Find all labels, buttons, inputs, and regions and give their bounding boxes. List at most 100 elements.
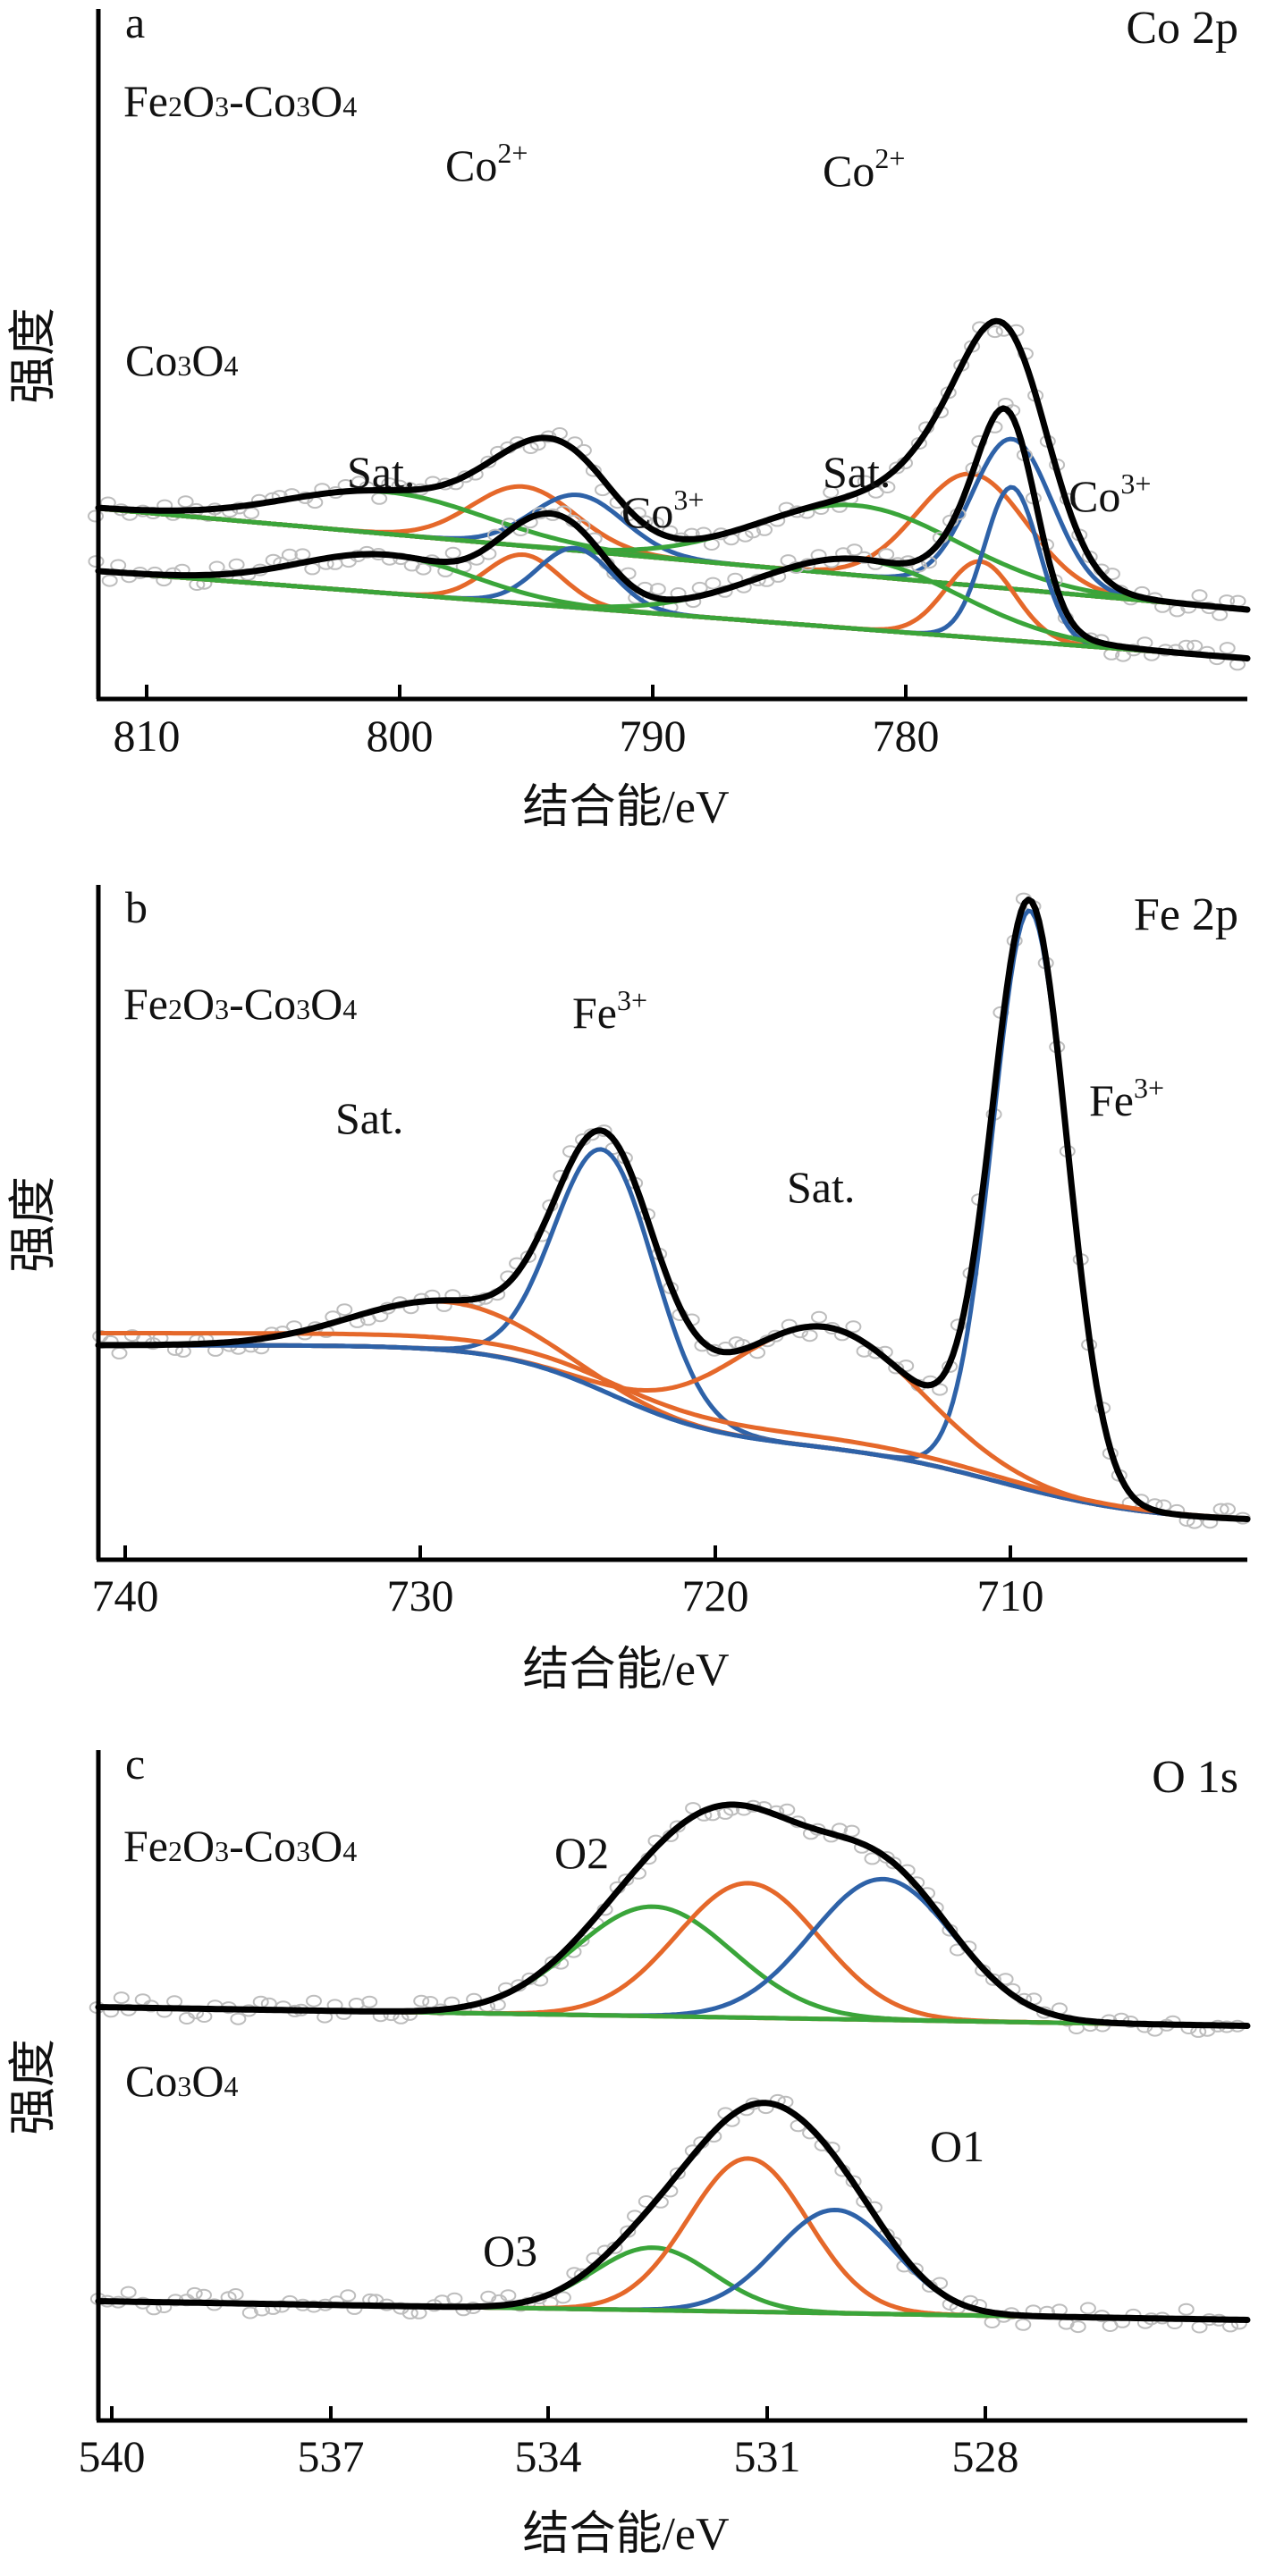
sample-label-fe2o3-co3o4-c: Fe2O3-Co3O4 [123, 1821, 357, 1871]
raw-point [756, 523, 773, 536]
sample-label-fe2o3-co3o4-b: Fe2O3-Co3O4 [123, 979, 357, 1029]
raw-point [779, 1803, 796, 1816]
raw-point [243, 507, 260, 520]
tick-label-810: 810 [114, 711, 181, 761]
component-orange-c-fe2o3-co3o4-1 [96, 1881, 1250, 2028]
raw-point [120, 2286, 137, 2299]
raw-point [304, 562, 321, 576]
raw-points-c-co3o4 [89, 2093, 1247, 2334]
annotation-co2plus-right: Co2+ [823, 142, 905, 196]
annotation-co3plus-right: Co3+ [1069, 467, 1151, 521]
tick-label-534: 534 [515, 2431, 582, 2481]
plot-area-b [92, 892, 1251, 1529]
annotation-sat-left-a: Sat. [347, 447, 415, 497]
tick-label-537: 537 [298, 2431, 365, 2481]
panel-letter-b: b [125, 882, 148, 932]
raw-point [253, 1342, 270, 1355]
raw-point [1212, 608, 1229, 621]
envelope-c-co3o4 [95, 2100, 1251, 2323]
panel-title-a: Co 2p [1126, 3, 1238, 54]
y-axis-label-c: 强度 [6, 2039, 60, 2135]
raw-point [196, 2010, 213, 2023]
envelope-b-fe2o3-co3o4 [95, 897, 1251, 1522]
panel-letter-a: a [125, 0, 145, 47]
raw-point [1219, 642, 1236, 655]
annotation-o1: O1 [930, 2121, 984, 2171]
x-ticks-b: 740 730 720 710 [92, 1545, 1044, 1621]
raw-point [1191, 589, 1208, 602]
raw-point [888, 1361, 905, 1375]
tick-label-800: 800 [367, 711, 434, 761]
raw-point [1212, 1503, 1229, 1516]
tick-label-780: 780 [873, 711, 940, 761]
panel-a-co2p: 810 800 790 780 结合能/eV 强度 a Co 2p Fe2O3-… [6, 0, 1251, 833]
y-axis-label-b: 强度 [6, 1176, 60, 1273]
raw-point [997, 1973, 1014, 1986]
annotation-co3plus-left: Co3+ [621, 484, 704, 537]
annotation-o3: O3 [483, 2226, 537, 2276]
baseline-green-a-co3o4 [96, 568, 1250, 661]
raw-point [228, 558, 245, 571]
annotation-fe3plus-left: Fe3+ [572, 984, 647, 1038]
raw-point [705, 577, 722, 590]
raw-point [879, 481, 896, 493]
raw-point [932, 1383, 949, 1396]
raw-point [230, 2012, 247, 2025]
raw-point [845, 1320, 862, 1334]
raw-point [500, 2289, 517, 2302]
annotation-fe3plus-right: Fe3+ [1089, 1072, 1164, 1125]
panel-title-b: Fe 2p [1134, 889, 1238, 940]
panel-b-fe2p: 740 730 720 710 结合能/eV 强度 b Fe 2p Fe2O3-… [6, 882, 1251, 1696]
raw-point [823, 485, 840, 499]
raw-point [1079, 2302, 1096, 2315]
sample-label-fe2o3-co3o4-a: Fe2O3-Co3O4 [123, 76, 357, 126]
plot-area-c [89, 1799, 1251, 2334]
raw-point [88, 509, 104, 523]
panel-c-o1s: 540 537 534 531 528 结合能/eV 强度 c O 1s Fe2… [6, 1738, 1251, 2560]
raw-point [241, 2306, 258, 2319]
raw-point [340, 2289, 357, 2302]
tick-label-540: 540 [79, 2431, 146, 2481]
raw-point [649, 583, 666, 596]
raw-point [669, 1820, 686, 1833]
panel-title-c: O 1s [1152, 1752, 1238, 1803]
sample-label-co3o4-a: Co3O4 [125, 335, 238, 385]
raw-point [348, 1998, 365, 2010]
raw-point [554, 2291, 571, 2304]
tick-label-740: 740 [92, 1570, 159, 1621]
envelope-a-fe2o3-co3o4 [95, 317, 1251, 613]
raw-point [281, 548, 298, 561]
tick-label-710: 710 [977, 1570, 1044, 1621]
x-axis-label-a: 结合能/eV [522, 782, 729, 833]
tick-label-528: 528 [952, 2431, 1019, 2481]
raw-point [415, 562, 432, 576]
annotation-co2plus-left: Co2+ [445, 137, 528, 190]
raw-point [1229, 594, 1246, 608]
panel-letter-c: c [125, 1738, 145, 1789]
raw-point [811, 1310, 827, 1324]
raw-point [306, 1994, 322, 2008]
raw-point [1220, 1503, 1236, 1516]
raw-point [361, 1995, 378, 2008]
raw-point [413, 1994, 430, 2008]
raw-point [1069, 2320, 1086, 2334]
raw-point [444, 546, 461, 560]
component-orange-b-fe2o3-co3o4-3 [96, 1324, 1250, 1521]
raw-point [101, 574, 118, 587]
component-blue-c-fe2o3-co3o4-2 [96, 1876, 1250, 2028]
raw-point [174, 1344, 191, 1358]
annotation-sat-right-a: Sat. [823, 447, 891, 497]
raw-point [846, 543, 863, 557]
raw-point [985, 1973, 1001, 1986]
annotation-sat-left-b: Sat. [335, 1093, 403, 1143]
raw-point [113, 1991, 130, 2005]
x-ticks-c: 540 537 534 531 528 [79, 2406, 1019, 2481]
raw-point [134, 1993, 151, 2007]
raw-point [111, 1346, 128, 1360]
annotation-o2: O2 [554, 1828, 609, 1878]
tick-label-730: 730 [387, 1570, 454, 1621]
envelope-c-fe2o3-co3o4 [95, 1801, 1251, 2029]
raw-point [885, 1856, 902, 1870]
